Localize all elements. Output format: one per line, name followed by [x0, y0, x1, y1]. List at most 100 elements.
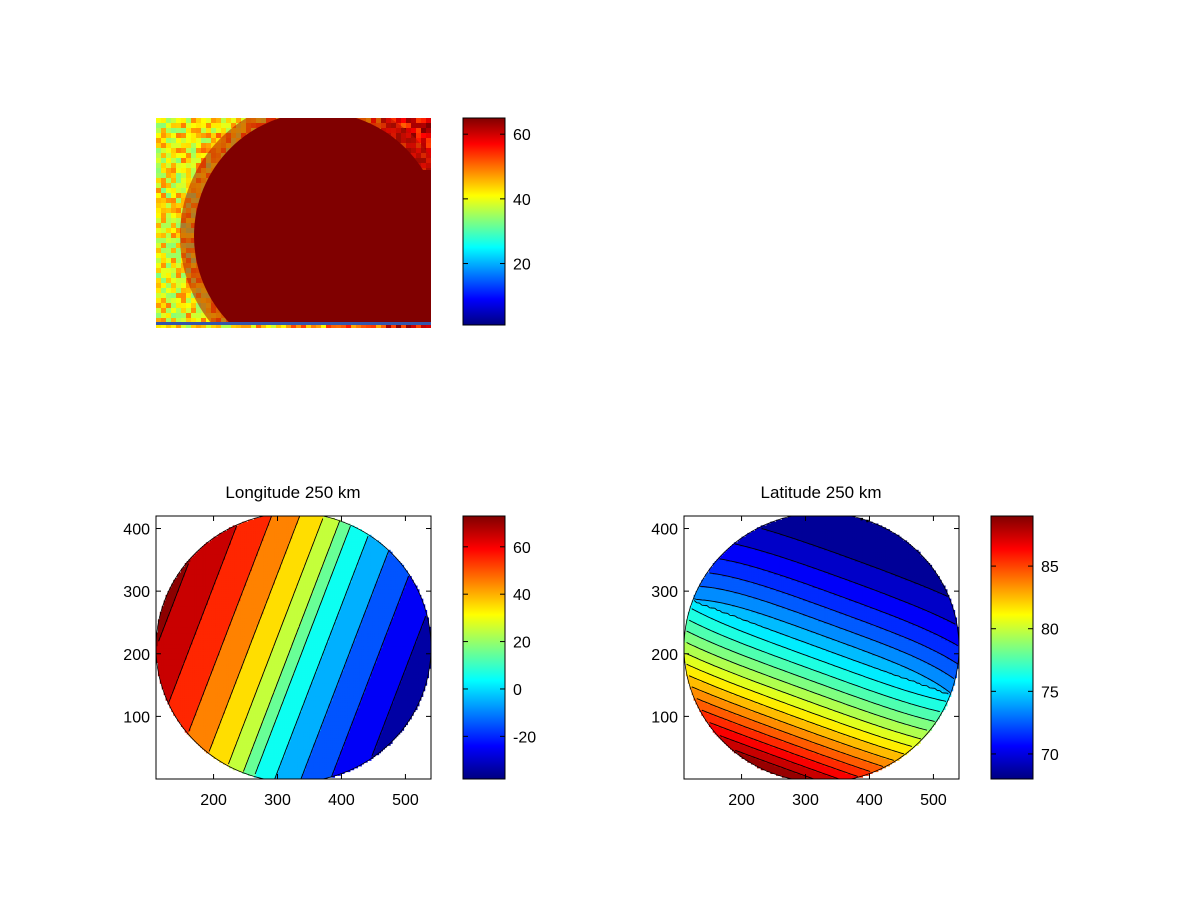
field-cell [171, 602, 174, 605]
field-cell [163, 638, 167, 641]
field-cell [190, 593, 194, 596]
field-cell [192, 668, 195, 671]
field-cell [163, 628, 167, 632]
field-cell [180, 624, 184, 628]
image-pixel [181, 193, 186, 198]
field-cell [190, 711, 194, 714]
field-cell [157, 670, 161, 673]
field-cell [180, 709, 184, 712]
field-cell [165, 621, 169, 624]
field-cell [177, 596, 180, 600]
field-cell [188, 700, 192, 703]
field-cell [190, 609, 194, 613]
field-cell [190, 730, 194, 733]
field-cell [161, 606, 165, 609]
field-cell [190, 686, 194, 690]
image-pixel [171, 128, 176, 133]
field-cell [196, 705, 199, 709]
image-pixel [201, 323, 206, 328]
field-cell [177, 670, 180, 673]
field-cell [192, 600, 195, 604]
field-cell [169, 685, 172, 688]
field-cell [188, 634, 192, 637]
image-pixel [191, 323, 196, 328]
field-cell [171, 677, 174, 681]
field-cell [182, 581, 186, 585]
field-cell [190, 585, 194, 588]
field-cell [169, 694, 172, 697]
field-cell [194, 583, 197, 587]
image-pixel [166, 233, 171, 238]
field-cell [163, 649, 167, 652]
image-pixel [166, 163, 171, 168]
field-cell [173, 638, 176, 641]
image-pixel [426, 123, 431, 128]
image-pixel [171, 123, 176, 128]
image-pixel [416, 138, 421, 143]
image-pixel [181, 118, 186, 123]
image-pixel [156, 213, 161, 218]
field-cell [194, 701, 197, 705]
field-cell [194, 694, 197, 697]
field-cell [177, 660, 180, 664]
field-cell [177, 602, 180, 605]
field-cell [192, 619, 195, 622]
field-cell [161, 668, 165, 671]
field-cell [182, 694, 186, 697]
field-cell [194, 626, 197, 630]
field-cell [165, 664, 169, 667]
image-pixel [206, 133, 211, 138]
field-cell [169, 593, 172, 596]
field-cell [177, 594, 180, 598]
field-cell [163, 692, 167, 696]
field-cell [184, 686, 188, 690]
field-cell [179, 643, 182, 647]
field-cell [188, 679, 192, 682]
field-cell [175, 641, 178, 645]
field-cell [161, 634, 165, 637]
field-cell [167, 615, 171, 619]
field-cell [173, 626, 176, 630]
image-pixel [176, 118, 181, 123]
field-cell [194, 570, 197, 573]
field-cell [184, 626, 188, 630]
image-pixel [196, 323, 201, 328]
field-cell [171, 636, 174, 639]
field-cell [161, 639, 165, 643]
field-cell [157, 666, 161, 669]
field-cell [159, 636, 163, 639]
field-cell [188, 619, 192, 622]
field-cell [167, 596, 171, 600]
field-cell [163, 639, 167, 643]
field-cell [190, 615, 194, 619]
image-pixel [171, 118, 176, 123]
image-pixel [411, 118, 416, 123]
image-pixel [341, 323, 346, 328]
image-pixel [186, 143, 191, 148]
field-cell [192, 583, 195, 587]
image-pixel [171, 133, 176, 138]
field-cell [163, 683, 167, 686]
image-pixel [181, 293, 186, 298]
image-pixel [236, 118, 241, 123]
field-cell [179, 705, 182, 709]
field-cell [190, 562, 194, 566]
field-cell [171, 694, 174, 697]
field-cell [171, 655, 174, 658]
field-cell [173, 683, 176, 686]
image-pixel [156, 288, 161, 293]
field-cell [186, 628, 190, 632]
image-pixel [166, 223, 171, 228]
field-cell [167, 636, 171, 639]
field-cell [177, 591, 180, 594]
field-cell [192, 559, 195, 562]
image-pixel [206, 128, 211, 133]
field-cell [184, 688, 188, 692]
field-cell [173, 591, 176, 594]
field-cell [192, 690, 195, 694]
field-cell [190, 709, 194, 712]
field-cell [186, 703, 190, 707]
field-cell [180, 589, 184, 592]
field-cell [161, 677, 165, 681]
